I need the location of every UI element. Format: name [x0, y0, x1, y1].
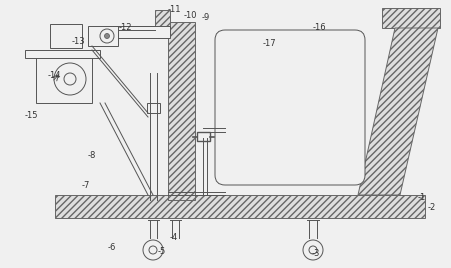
Text: -15: -15	[25, 111, 38, 121]
Text: -4: -4	[170, 233, 178, 241]
Text: -11: -11	[168, 6, 181, 14]
Circle shape	[308, 246, 316, 254]
Text: -5: -5	[158, 248, 166, 256]
Bar	[113, 26, 170, 38]
Circle shape	[104, 34, 109, 39]
Bar	[168, 22, 194, 200]
Circle shape	[64, 73, 76, 85]
Text: -17: -17	[262, 39, 276, 47]
Text: -1: -1	[417, 192, 425, 202]
Text: -7: -7	[82, 181, 90, 191]
Polygon shape	[357, 28, 437, 195]
Circle shape	[149, 246, 156, 254]
Text: -16: -16	[312, 23, 326, 32]
Text: -3: -3	[311, 248, 320, 258]
Bar	[55, 195, 424, 218]
Text: -14: -14	[48, 72, 61, 80]
Text: -6: -6	[108, 243, 116, 251]
Circle shape	[302, 240, 322, 260]
Bar	[155, 10, 170, 30]
Text: -2: -2	[427, 203, 435, 213]
Text: -8: -8	[88, 151, 96, 159]
Text: -13: -13	[72, 38, 85, 47]
Bar	[50, 24, 82, 48]
Bar	[381, 8, 439, 28]
Bar	[36, 55, 92, 103]
Bar	[147, 103, 160, 113]
Bar	[25, 50, 100, 58]
Circle shape	[143, 240, 163, 260]
Circle shape	[54, 63, 86, 95]
Bar	[197, 132, 210, 141]
Text: -12: -12	[119, 23, 132, 32]
Bar	[88, 26, 118, 46]
Text: -9: -9	[202, 13, 210, 23]
FancyBboxPatch shape	[215, 30, 364, 185]
Circle shape	[100, 29, 114, 43]
Text: -10: -10	[184, 12, 197, 20]
